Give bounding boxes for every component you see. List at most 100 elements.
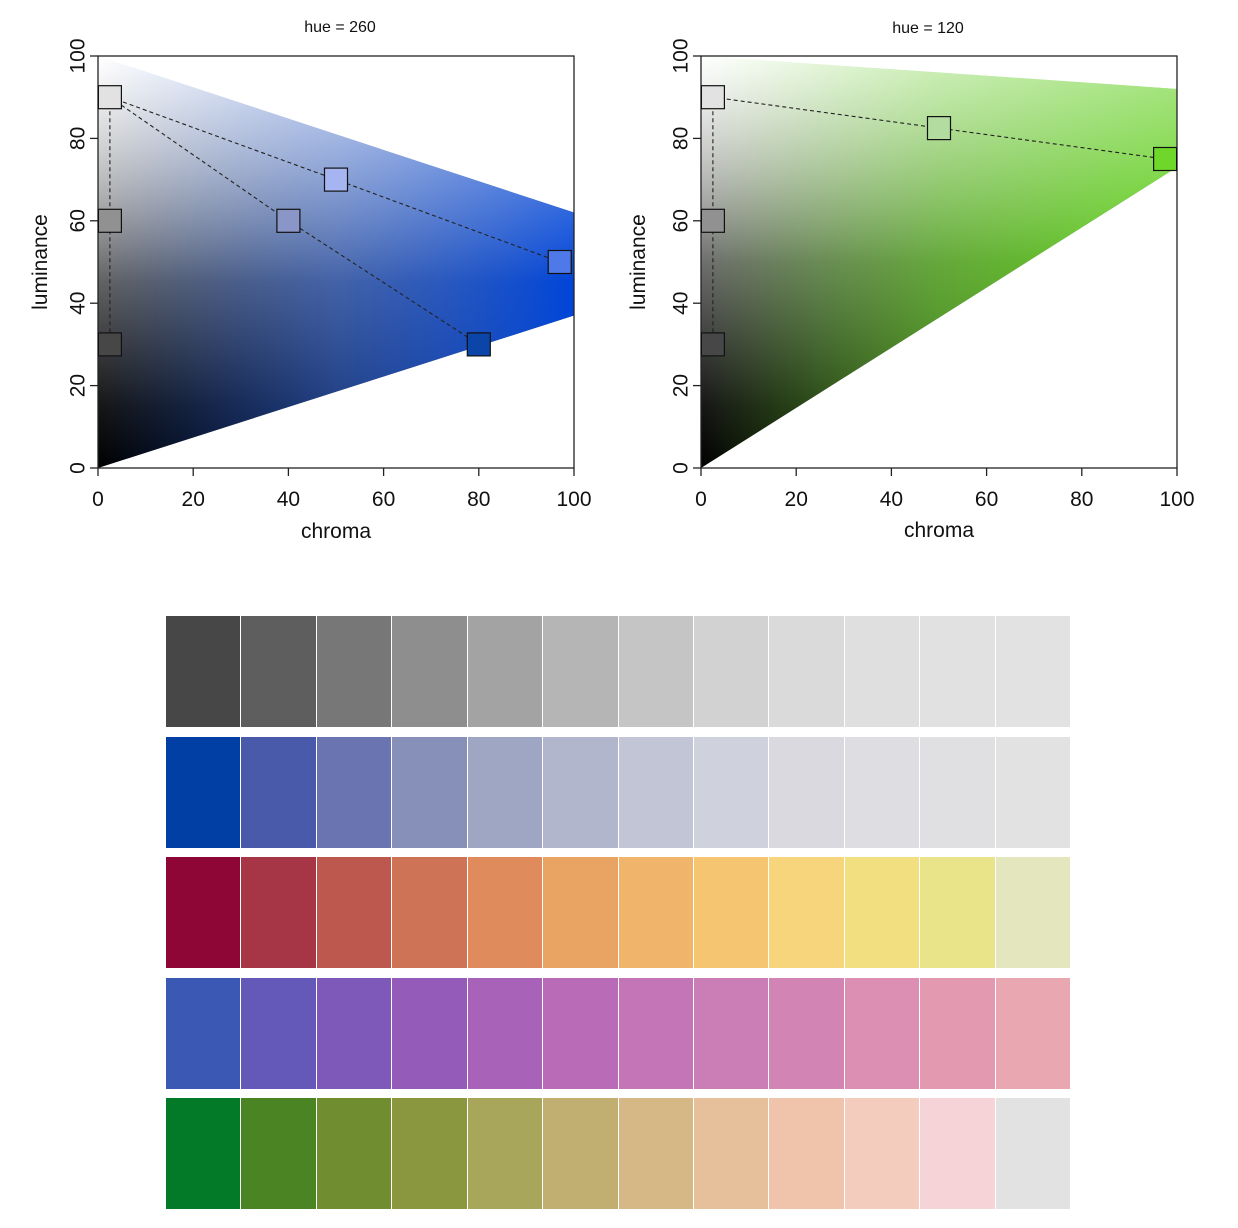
chart-2-point-5 <box>1152 146 1178 172</box>
chart-1-xlabel: chroma <box>301 520 371 543</box>
chart-1-ylabel: luminance <box>29 214 52 310</box>
color-swatch <box>844 616 921 727</box>
chart-2-x-tick-label: 60 <box>975 488 998 511</box>
palette-row-4 <box>166 977 1071 1089</box>
color-swatch <box>920 736 996 848</box>
color-swatch <box>543 1098 619 1209</box>
color-swatch <box>693 736 770 848</box>
color-swatch <box>693 1098 770 1209</box>
color-swatch <box>618 736 694 848</box>
palette-row-3 <box>166 857 1071 968</box>
chart-2-x-tick-label: 100 <box>1159 488 1194 511</box>
color-swatch <box>995 736 1071 848</box>
chart-2-y-tick-label: 0 <box>670 462 693 474</box>
chart-2-point-3 <box>700 332 726 357</box>
chart-1-x-tick-label: 80 <box>467 488 490 511</box>
color-swatch <box>618 857 694 968</box>
color-swatch <box>618 1098 694 1209</box>
color-swatch <box>467 1098 544 1209</box>
color-swatch <box>543 616 619 727</box>
chart-1-gamut-light <box>98 56 574 468</box>
chart-panel-2: hue = 120 0 20 40 60 80 100 0 20 40 60 80 100 chro… <box>627 20 1195 542</box>
color-swatch <box>392 857 468 968</box>
color-swatch <box>316 616 393 727</box>
color-swatch <box>241 1098 317 1209</box>
color-swatch <box>920 977 996 1089</box>
color-swatch <box>166 736 242 848</box>
chart-1-y-tick-label: 0 <box>67 462 90 474</box>
color-swatch <box>995 977 1071 1089</box>
color-swatch <box>316 736 393 848</box>
chart-1-y-tick-label: 100 <box>67 38 90 73</box>
chart-2-point-1 <box>700 85 726 110</box>
color-swatch <box>920 1098 996 1209</box>
palette-row-1 <box>166 616 1071 727</box>
chart-1-y-ticks: 0 20 40 60 80 100 <box>67 38 98 474</box>
color-swatch <box>392 977 468 1089</box>
charts: hue = 260 0 20 40 60 80 100 0 20 40 60 80 100 chro… <box>29 19 1195 543</box>
color-swatch <box>769 977 845 1089</box>
color-swatch <box>844 736 921 848</box>
color-swatch <box>693 616 770 727</box>
color-swatch <box>467 857 544 968</box>
chart-2-y-tick-label: 20 <box>670 374 693 397</box>
color-swatch <box>995 616 1071 727</box>
chart-1-x-tick-label: 0 <box>92 488 104 511</box>
chart-1-x-tick-label: 40 <box>277 488 300 511</box>
chart-2-gamut <box>701 56 1177 468</box>
chart-panel-1: hue = 260 0 20 40 60 80 100 0 20 40 60 80 100 chro… <box>29 19 592 543</box>
chart-2-y-tick-label: 40 <box>670 292 693 315</box>
color-swatch <box>769 736 845 848</box>
color-swatch <box>618 977 694 1089</box>
chart-2-y-ticks: 0 20 40 60 80 100 <box>670 38 701 474</box>
chart-1-y-tick-label: 40 <box>67 292 90 315</box>
chart-1-point-1 <box>97 85 123 110</box>
color-swatch <box>543 736 619 848</box>
chart-2-path-2 <box>712 96 1166 160</box>
color-swatch <box>467 616 544 727</box>
chart-1-frame <box>97 55 575 469</box>
chart-2-x-ticks: 0 20 40 60 80 100 <box>695 468 1195 511</box>
color-swatch <box>392 616 468 727</box>
chart-2-x-tick-label: 80 <box>1070 488 1093 511</box>
color-swatch <box>693 977 770 1089</box>
color-swatch <box>920 857 996 968</box>
chart-1-point-4 <box>323 167 349 192</box>
chart-2-y-tick-label: 80 <box>670 127 693 150</box>
color-swatch <box>241 977 317 1089</box>
color-swatch <box>166 977 242 1089</box>
chart-2-gamut-light <box>701 56 1177 468</box>
color-swatch <box>618 616 694 727</box>
color-swatch <box>844 977 921 1089</box>
chart-1-y-tick-label: 60 <box>67 209 90 232</box>
color-swatch <box>316 857 393 968</box>
color-swatch <box>844 1098 921 1209</box>
chart-1-x-tick-label: 20 <box>182 488 205 511</box>
chart-2-y-tick-label: 60 <box>670 209 693 232</box>
color-swatch <box>392 736 468 848</box>
chart-1-point-7 <box>466 332 491 357</box>
chart-1-points <box>97 85 572 357</box>
chart-2-paths <box>712 96 1166 345</box>
chart-2-x-tick-label: 40 <box>880 488 903 511</box>
color-swatch <box>995 857 1071 968</box>
chart-1-y-tick-label: 80 <box>67 127 90 150</box>
color-swatch <box>995 1098 1071 1209</box>
chart-2-x-tick-label: 0 <box>695 488 707 511</box>
color-swatch <box>467 977 544 1089</box>
chart-1-x-tick-label: 60 <box>372 488 395 511</box>
color-swatch <box>241 736 317 848</box>
palette-row-2 <box>166 736 1071 848</box>
chart-2-point-4 <box>926 115 952 141</box>
color-swatch <box>241 616 317 727</box>
chart-1-x-ticks: 0 20 40 60 80 100 <box>92 468 592 511</box>
palette-row-5 <box>166 1098 1071 1209</box>
color-swatch <box>467 736 544 848</box>
color-swatch <box>769 857 845 968</box>
chart-1-gamut <box>98 56 574 468</box>
chart-2-points <box>700 85 1178 357</box>
color-swatch <box>844 857 921 968</box>
chart-2-frame <box>700 55 1178 469</box>
color-swatch <box>769 616 845 727</box>
chart-2-title: hue = 120 <box>892 20 964 37</box>
